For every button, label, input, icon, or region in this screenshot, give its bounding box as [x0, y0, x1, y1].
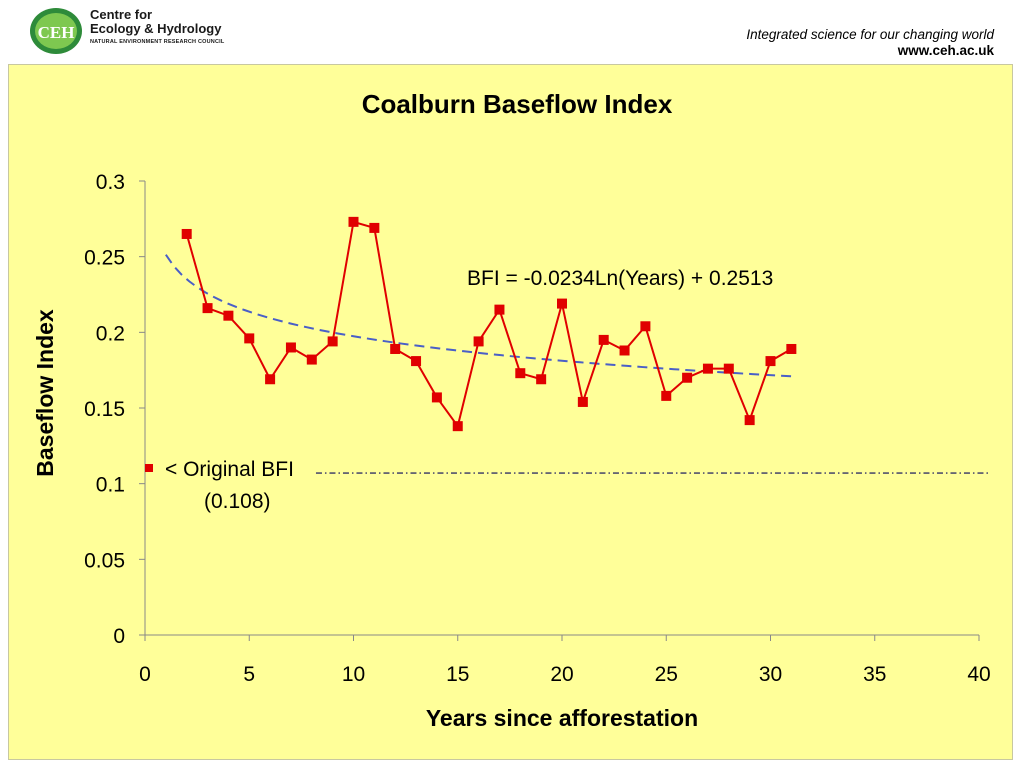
y-tick-label: 0.25 — [84, 247, 125, 270]
data-point — [577, 396, 588, 407]
data-point — [285, 342, 296, 353]
log-trendline — [165, 254, 792, 378]
x-tick-label: 5 — [243, 663, 255, 686]
data-point — [431, 392, 442, 403]
data-point — [202, 303, 213, 314]
data-point — [557, 298, 567, 309]
org-name-line2: Ecology & Hydrology — [90, 21, 222, 36]
data-point — [723, 363, 734, 374]
data-point — [265, 374, 276, 385]
trend-line — [165, 254, 792, 378]
data-point — [348, 216, 359, 227]
website-url[interactable]: www.ceh.ac.uk — [897, 43, 994, 58]
data-point — [661, 390, 672, 401]
tagline-text: Integrated science for our changing worl… — [746, 27, 994, 42]
x-tick-label: 10 — [342, 663, 365, 686]
data-point — [598, 334, 609, 345]
x-axis-title: Years since afforestation — [426, 705, 698, 731]
y-tick-label: 0.3 — [96, 171, 125, 194]
data-points — [181, 216, 797, 432]
x-tick-label: 40 — [967, 663, 990, 686]
y-tick-label: 0.15 — [84, 398, 125, 421]
ceh-logo: CEH — [30, 8, 82, 54]
trendline-equation: BFI = -0.0234Ln(Years) + 0.2513 — [467, 267, 773, 290]
data-point — [515, 368, 526, 379]
data-point — [369, 222, 380, 233]
data-point — [494, 304, 505, 315]
org-subtitle: NATURAL ENVIRONMENT RESEARCH COUNCIL — [90, 39, 225, 45]
data-point — [640, 321, 651, 332]
logo-text: CEH — [38, 23, 75, 42]
x-tick-label: 30 — [759, 663, 782, 686]
organisation-name: Centre for Ecology & Hydrology NATURAL E… — [90, 7, 225, 46]
chart-panel — [8, 64, 1013, 760]
data-point — [682, 372, 693, 383]
x-tick-label: 20 — [550, 663, 573, 686]
axes: 0 0.05 0.1 0.15 0.2 0.25 0.3 0 5 10 15 20 25 30 35 40 — [84, 171, 991, 686]
x-tick-label: 15 — [446, 663, 469, 686]
reference-value: (0.108) — [204, 490, 271, 513]
header: CEH Centre for Ecology & Hydrology NATUR… — [0, 0, 1024, 64]
data-point — [536, 374, 547, 385]
reference-label: < Original BFI — [165, 458, 294, 481]
data-point — [619, 345, 630, 356]
data-point — [327, 336, 338, 347]
data-point — [306, 354, 317, 365]
data-point — [473, 336, 484, 347]
y-tick-label: 0.2 — [96, 322, 125, 345]
org-name-line1: Centre for — [90, 7, 153, 22]
data-point — [411, 356, 422, 367]
data-point — [786, 343, 797, 354]
data-point — [744, 415, 755, 426]
x-tick-label: 0 — [139, 663, 151, 686]
bfi-series-line — [185, 220, 792, 429]
data-point — [181, 228, 192, 239]
data-point — [702, 363, 713, 374]
data-point — [223, 310, 234, 321]
reference-legend-marker — [145, 464, 153, 472]
data-point — [244, 333, 255, 344]
y-tick-label: 0 — [113, 625, 125, 648]
y-tick-label: 0.1 — [96, 474, 125, 497]
data-point — [765, 356, 776, 367]
x-tick-label: 25 — [655, 663, 678, 686]
y-tick-label: 0.05 — [84, 549, 125, 572]
y-axis-title: Baseflow Index — [32, 309, 58, 477]
series-line — [185, 220, 792, 429]
chart-title: Coalburn Baseflow Index — [362, 89, 673, 119]
tagline: Integrated science for our changing worl… — [746, 27, 994, 59]
data-point — [390, 343, 401, 354]
data-point — [452, 421, 463, 432]
x-tick-label: 35 — [863, 663, 886, 686]
